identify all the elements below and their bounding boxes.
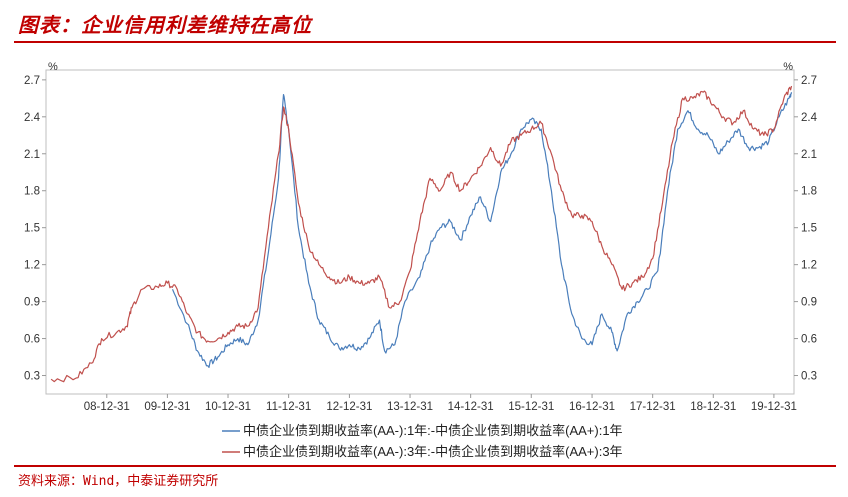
legend-label-series-1: 中债企业债到期收益率(AA-):1年:-中债企业债到期收益率(AA+):1年	[243, 423, 623, 438]
y-tick-label-left: 0.6	[24, 334, 40, 346]
x-tick-label: 16-12-31	[569, 401, 615, 413]
left-y-axis: 0.3 0.6 0.9 1.2 1.5 1.8 2.1 2.4 2.7	[24, 75, 46, 383]
plot-frame	[45, 69, 795, 395]
y-tick-label-right: 0.3	[801, 371, 817, 383]
x-tick-label: 08-12-31	[84, 401, 130, 413]
x-tick-label: 12-12-31	[326, 401, 372, 413]
x-tick-label: 13-12-31	[387, 401, 433, 413]
y-tick-label-right: 2.4	[801, 112, 818, 124]
y-tick-label-left: 2.4	[24, 112, 41, 124]
left-unit-label: %	[48, 61, 58, 73]
page-title: 图表：企业信用利差维持在高位	[18, 13, 312, 37]
y-tick-label-left: 2.7	[24, 75, 40, 87]
title-rule	[14, 41, 836, 43]
legend-label-series-2: 中债企业债到期收益率(AA-):3年:-中债企业债到期收益率(AA+):3年	[243, 444, 623, 459]
right-unit-label: %	[783, 61, 793, 73]
x-tick-label: 18-12-31	[690, 401, 736, 413]
y-tick-label-left: 1.5	[24, 223, 40, 235]
x-tick-label: 19-12-31	[751, 401, 797, 413]
y-tick-label-left: 0.9	[24, 297, 40, 309]
series-lines	[50, 85, 793, 383]
y-tick-label-left: 1.8	[24, 186, 40, 198]
series-line-1	[171, 92, 793, 368]
series-line-2	[50, 85, 793, 383]
y-tick-label-right: 2.7	[801, 75, 817, 87]
x-tick-label: 10-12-31	[205, 401, 251, 413]
y-tick-label-right: 1.8	[801, 186, 817, 198]
x-tick-label: 11-12-31	[266, 401, 311, 413]
right-y-axis: 0.3 0.6 0.9 1.2 1.5 1.8 2.1 2.4 2.7	[794, 75, 818, 383]
x-tick-label: 17-12-31	[630, 401, 676, 413]
legend: 中债企业债到期收益率(AA-):1年:-中债企业债到期收益率(AA+):1年 中…	[222, 423, 623, 459]
x-tick-label: 09-12-31	[144, 401, 190, 413]
y-tick-label-left: 2.1	[24, 149, 40, 161]
y-tick-label-right: 1.5	[801, 223, 817, 235]
source-note: 资料来源：Wind，中泰证券研究所	[18, 474, 219, 489]
y-tick-label-right: 2.1	[801, 149, 817, 161]
y-tick-label-right: 1.2	[801, 260, 817, 272]
y-tick-label-left: 1.2	[24, 260, 40, 272]
x-tick-label: 15-12-31	[508, 401, 554, 413]
y-tick-label-left: 0.3	[24, 371, 40, 383]
y-tick-label-right: 0.9	[801, 297, 817, 309]
x-axis: 08-12-31 09-12-31 10-12-31 11-12-31 12-12-31…	[84, 394, 797, 413]
y-tick-label-right: 0.6	[801, 334, 817, 346]
footer-rule	[14, 465, 836, 467]
x-tick-label: 14-12-31	[448, 401, 494, 413]
